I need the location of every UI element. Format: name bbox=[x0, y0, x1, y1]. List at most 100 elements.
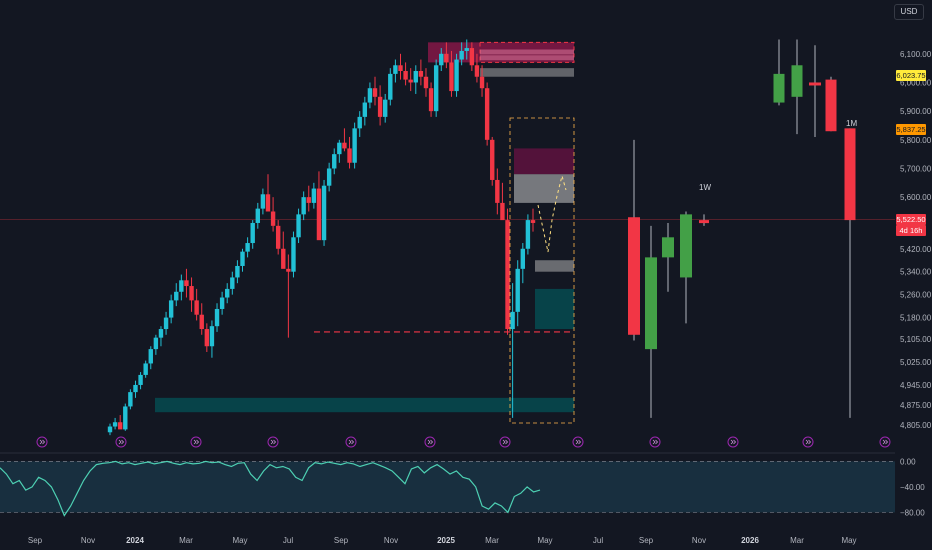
projected-monthly-candle bbox=[825, 79, 837, 132]
price-tag: 6,023.75 bbox=[896, 70, 926, 82]
time-axis[interactable]: Sep Nov 2024 Mar May Jul Sep Nov 2025 Mar May Jul Se… bbox=[28, 536, 857, 545]
zone-stripe-1 bbox=[480, 55, 574, 61]
event-chevron-icon bbox=[270, 439, 277, 445]
timeframe-label-1w: 1W bbox=[699, 183, 711, 192]
event-icon bbox=[727, 436, 739, 448]
weekly-candle bbox=[500, 202, 505, 221]
weekly-candle bbox=[316, 188, 322, 241]
weekly-candle bbox=[520, 248, 526, 269]
event-icon bbox=[879, 436, 891, 448]
weekly-candle bbox=[245, 243, 250, 252]
timeframe-label-1m: 1M bbox=[846, 119, 857, 128]
weekly-candle bbox=[117, 422, 123, 430]
oscillator-tick-label: −40.00 bbox=[900, 483, 925, 492]
price-tick-label: 6,000.00 bbox=[900, 78, 932, 87]
weekly-candle bbox=[174, 291, 179, 301]
event-chevron-icon bbox=[575, 439, 582, 445]
time-tick-label: Sep bbox=[639, 536, 654, 545]
weekly-candle bbox=[530, 220, 536, 223]
price-tick-label: 5,025.00 bbox=[900, 358, 932, 367]
projected-weekly-candle bbox=[680, 214, 692, 278]
zone-supply-mid bbox=[514, 148, 574, 175]
event-icon bbox=[36, 436, 48, 448]
price-tick-label: 5,180.00 bbox=[900, 314, 932, 323]
timeframe-labels: 1W 1M bbox=[699, 119, 857, 192]
weekly-candle bbox=[107, 426, 113, 433]
event-chevron-icon bbox=[805, 439, 812, 445]
weekly-candle bbox=[189, 286, 194, 301]
event-icon bbox=[345, 436, 357, 448]
weekly-candle bbox=[418, 71, 424, 77]
weekly-candle bbox=[377, 96, 383, 117]
weekly-candle bbox=[505, 220, 510, 330]
price-tick-label: 4,945.00 bbox=[900, 381, 932, 390]
time-tick-label: May bbox=[232, 536, 247, 545]
projected-monthly-candle bbox=[809, 82, 821, 86]
levels-layer bbox=[0, 219, 895, 333]
time-tick-label: Sep bbox=[28, 536, 43, 545]
weekly-candle bbox=[321, 185, 327, 241]
weekly-candle bbox=[270, 211, 276, 226]
weekly-candle bbox=[357, 116, 362, 129]
event-chevron-icon bbox=[118, 439, 125, 445]
weekly-candle bbox=[311, 188, 317, 203]
weekly-candle bbox=[281, 248, 286, 269]
time-tick-label: May bbox=[841, 536, 856, 545]
weekly-candle bbox=[179, 280, 184, 292]
price-tick-label: 4,875.00 bbox=[900, 401, 932, 410]
weekly-candle bbox=[112, 422, 118, 427]
weekly-candle bbox=[342, 142, 347, 149]
zone-stripe-0 bbox=[480, 49, 574, 55]
time-tick-label: Nov bbox=[692, 536, 706, 545]
weekly-candle bbox=[449, 62, 454, 92]
time-tick-label: Nov bbox=[384, 536, 398, 545]
price-tick-label: 4,805.00 bbox=[900, 421, 932, 430]
weekly-candle bbox=[433, 65, 439, 112]
zone-supply-top bbox=[428, 42, 574, 63]
weekly-candle bbox=[133, 384, 138, 393]
time-tick-label: 2025 bbox=[437, 536, 455, 545]
currency-button[interactable]: USD bbox=[894, 4, 924, 20]
zones-layer bbox=[155, 41, 575, 413]
weekly-candle bbox=[143, 363, 148, 375]
price-tick-label: 5,900.00 bbox=[900, 107, 932, 116]
time-tick-label: Sep bbox=[334, 536, 349, 545]
event-chevron-icon bbox=[730, 439, 737, 445]
oscillator-pane bbox=[0, 460, 895, 517]
weekly-candle bbox=[393, 65, 398, 74]
event-icon bbox=[190, 436, 202, 448]
projection-path bbox=[537, 174, 567, 253]
event-chevron-icon bbox=[193, 439, 200, 445]
price-axis[interactable]: 6,100.00 6,000.00 5,900.00 5,800.00 5,700.00… bbox=[900, 50, 932, 430]
event-icon bbox=[649, 436, 661, 448]
weekly-candle bbox=[199, 314, 204, 330]
time-tick-label: May bbox=[537, 536, 552, 545]
oscillator-line bbox=[0, 460, 541, 517]
weekly-candle bbox=[123, 406, 128, 430]
price-tick-label: 5,340.00 bbox=[900, 268, 932, 277]
price-tick-label: 6,100.00 bbox=[900, 50, 932, 59]
weekly-candle bbox=[286, 268, 291, 272]
event-icon bbox=[267, 436, 279, 448]
oscillator-axis[interactable]: 0.00 −40.00 −80.00 bbox=[900, 457, 925, 517]
zone-teal-low bbox=[535, 288, 574, 330]
weekly-candle bbox=[255, 208, 260, 223]
weekly-candle bbox=[398, 65, 403, 72]
weekly-candle bbox=[479, 76, 485, 89]
event-icon bbox=[802, 436, 814, 448]
weekly-candle bbox=[235, 265, 240, 278]
weekly-candle bbox=[128, 392, 133, 407]
weekly-candle bbox=[495, 179, 500, 203]
weekly-candle bbox=[291, 237, 296, 272]
weekly-candle bbox=[439, 53, 444, 66]
weekly-candle bbox=[347, 148, 352, 163]
zone-grey-low bbox=[535, 260, 574, 272]
weekly-candle bbox=[250, 222, 255, 244]
time-tick-label: Mar bbox=[485, 536, 499, 545]
weekly-candle bbox=[408, 79, 413, 83]
weekly-candle bbox=[469, 48, 475, 66]
weekly-candle bbox=[428, 88, 434, 112]
projected-weekly-candle bbox=[645, 257, 657, 350]
weekly-candle bbox=[306, 197, 311, 203]
